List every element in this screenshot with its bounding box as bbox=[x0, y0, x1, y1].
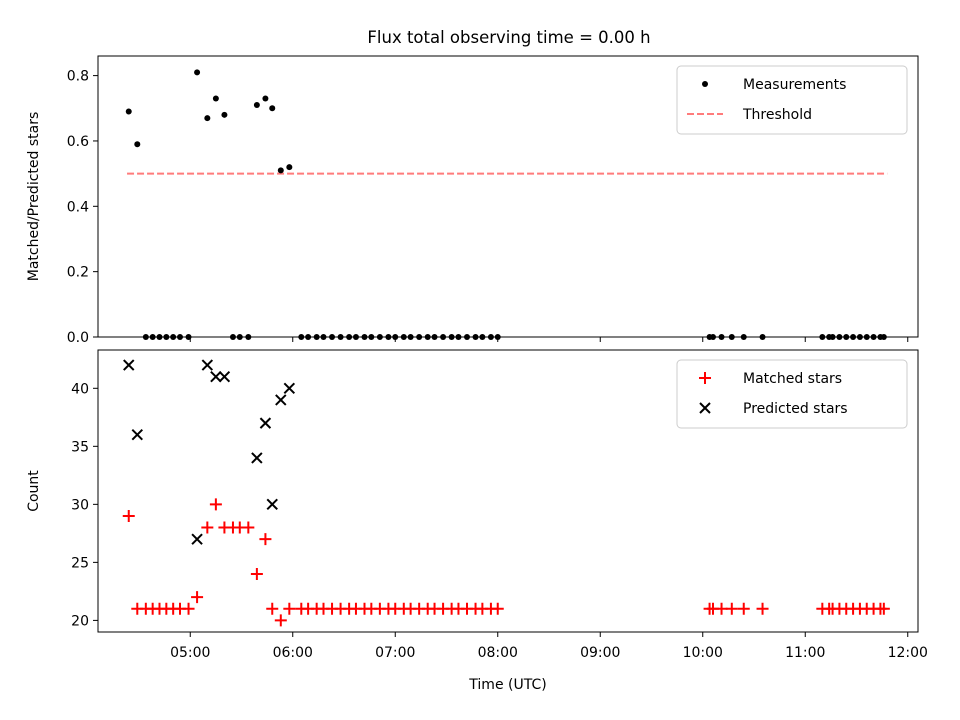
measurement-point bbox=[262, 95, 269, 102]
matched-point bbox=[756, 602, 769, 615]
y-tick-label: 0.0 bbox=[67, 330, 89, 346]
y-tick-label: 20 bbox=[71, 613, 89, 629]
y-tick-label: 35 bbox=[71, 439, 89, 455]
legend: Matched stars Predicted stars bbox=[676, 359, 908, 429]
measurement-point bbox=[286, 164, 293, 171]
legend-label: Matched stars bbox=[743, 371, 842, 387]
predicted-point bbox=[123, 359, 135, 371]
y-axis-label: Matched/Predicted stars bbox=[26, 112, 42, 282]
matched-point bbox=[725, 602, 738, 615]
measurement-point bbox=[253, 102, 260, 109]
predicted-point bbox=[131, 429, 143, 441]
matched-point bbox=[491, 602, 504, 615]
y-tick-label: 30 bbox=[71, 497, 89, 513]
matched-point bbox=[266, 602, 279, 615]
y-tick-label: 0.8 bbox=[67, 69, 89, 85]
matched-point bbox=[182, 602, 195, 615]
matched-point bbox=[122, 509, 135, 522]
predicted-point bbox=[266, 498, 278, 511]
y-tick-label: 0.2 bbox=[67, 265, 89, 281]
measurement-point bbox=[125, 108, 132, 115]
measurement-point bbox=[134, 141, 141, 148]
matched-point bbox=[259, 533, 272, 546]
predicted-point bbox=[201, 359, 214, 371]
predicted-point bbox=[259, 417, 272, 429]
x-tick-label: 09:00 bbox=[580, 645, 620, 661]
x-tick-label: 08:00 bbox=[478, 645, 518, 661]
legend-label: Threshold bbox=[742, 107, 812, 123]
measurement-point bbox=[269, 105, 276, 112]
bottom-panel: 20 25 30 35 40 05:00 06:00 07:00 08:00 09:00 10:00… bbox=[26, 349, 928, 693]
x-tick-label: 06:00 bbox=[273, 645, 313, 661]
matched-point bbox=[877, 602, 890, 615]
matched-point bbox=[715, 602, 728, 615]
y-tick-label: 0.6 bbox=[67, 134, 89, 150]
y-tick-label: 0.4 bbox=[67, 199, 89, 215]
y-tick-label: 25 bbox=[71, 555, 89, 571]
x-tick-label: 05:00 bbox=[170, 645, 210, 661]
x-tick-label: 11:00 bbox=[785, 645, 825, 661]
legend-box bbox=[676, 359, 908, 429]
matched-point bbox=[250, 567, 263, 580]
x-tick-label: 07:00 bbox=[375, 645, 415, 661]
axes-frame bbox=[97, 349, 919, 633]
legend-marker-measurements bbox=[702, 81, 708, 87]
measurement-point bbox=[204, 115, 211, 122]
matched-point bbox=[283, 602, 296, 615]
x-tick-label: 10:00 bbox=[683, 645, 723, 661]
axes-frame bbox=[97, 55, 919, 338]
x-axis-label: Time (UTC) bbox=[468, 677, 546, 693]
matched-point bbox=[201, 521, 214, 534]
x-tick-label: 12:00 bbox=[888, 645, 928, 661]
legend-label: Measurements bbox=[743, 77, 846, 93]
matched-point bbox=[737, 602, 750, 615]
legend-marker-predicted bbox=[699, 402, 711, 414]
measurement-point bbox=[212, 95, 219, 102]
y-axis-label: Count bbox=[26, 470, 42, 512]
legend-label: Predicted stars bbox=[743, 401, 848, 417]
predicted-point bbox=[191, 533, 203, 545]
predicted-point bbox=[275, 394, 287, 406]
predicted-point bbox=[210, 370, 222, 383]
predicted-point bbox=[283, 382, 296, 395]
legend-marker-matched bbox=[699, 372, 711, 384]
legend-box bbox=[676, 65, 908, 135]
measurement-point bbox=[194, 69, 201, 76]
measurement-point bbox=[221, 111, 228, 118]
matched-point bbox=[191, 591, 204, 604]
measurement-point bbox=[277, 167, 284, 174]
matched-point bbox=[274, 614, 287, 627]
top-panel: 0.0 0.2 0.4 0.6 0.8 Matched/Predicted stars Me… bbox=[26, 55, 919, 346]
matched-point bbox=[242, 521, 255, 534]
y-tick-label: 40 bbox=[71, 381, 89, 397]
predicted-point bbox=[251, 452, 263, 464]
chart-title: Flux total observing time = 0.00 h bbox=[367, 28, 650, 47]
predicted-point bbox=[218, 370, 231, 383]
legend: Measurements Threshold bbox=[676, 65, 908, 135]
matched-point bbox=[209, 498, 222, 511]
